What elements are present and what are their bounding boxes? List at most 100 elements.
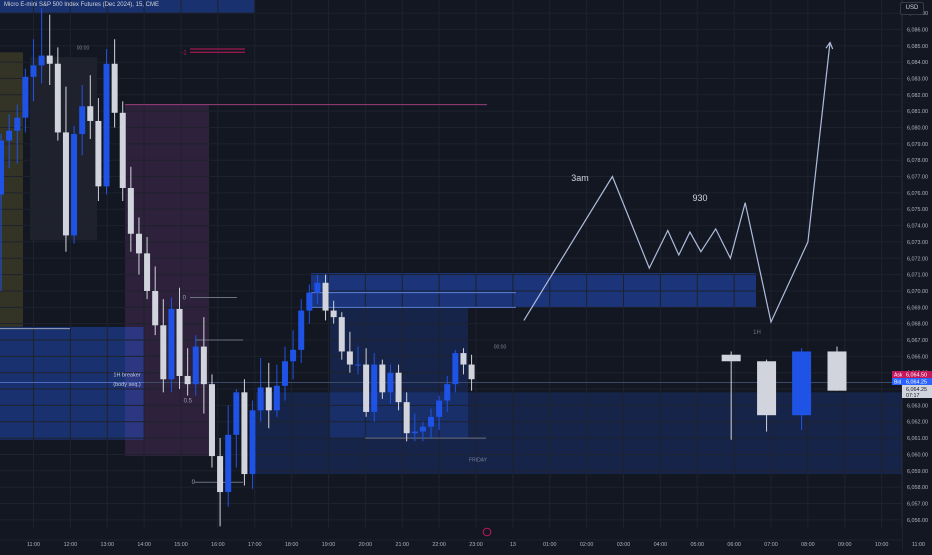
candle-body [452,353,459,385]
candle-body [371,364,378,412]
candle-body [444,384,451,401]
time-tick-label: 15:00 [174,542,188,548]
session-label-0000-b: 00:00 [494,345,507,351]
candle-body [184,375,191,385]
candle-body [314,282,321,293]
breaker-label-2: (body seq.) [113,382,141,388]
last-price: 6,064.25 [906,387,927,393]
ask-price: 6,064.50 [906,373,927,379]
time-tick-label: 01:00 [543,542,557,548]
price-tick-label: 6,083.00 [907,76,928,82]
price-tick-label: 6,085.00 [907,44,928,50]
projection-arrowhead [825,41,834,50]
candle-body [346,351,353,365]
candle-body [379,364,386,393]
time-tick-label: 07:00 [764,542,778,548]
candle-body [38,55,45,66]
labels-layer: 0 0.5 0 1H breaker (body seq.) 00:00 00:00 FRID… [77,45,761,486]
candle-body [257,387,264,411]
price-tick-label: 6,078.00 [907,158,928,164]
annotation-3am: 3am [571,173,589,183]
price-tick-label: 6,073.00 [907,240,928,246]
candle-body [298,310,305,350]
candle-body [233,392,240,435]
purple-zone [125,104,209,457]
candle-body [411,431,418,434]
session-break-icon [482,527,492,537]
candle-body [0,140,5,195]
price-tick-label: 6,080.00 [907,126,928,132]
candle-body [355,364,361,366]
time-tick-label: 22:00 [432,542,446,548]
candle-body [14,117,21,131]
candle-body [338,317,345,352]
time-tick-label: 02:00 [580,542,594,548]
candle-body [54,63,61,133]
candle-body [95,120,102,187]
candle-body [71,134,78,236]
price-tick-label: 6,072.00 [907,256,928,262]
breaker-label-1: 1H breaker [113,372,140,378]
candle-body [468,364,475,380]
price-tick-label: 6,077.00 [907,175,928,181]
fib-label-0: 0 [183,296,187,302]
candle-body [168,308,175,380]
price-tick-label: 6,076.00 [907,191,928,197]
time-tick-label: 03:00 [617,542,631,548]
price-tick-label: 6,061.00 [907,436,928,442]
candle-body [160,325,167,380]
candle-body [30,65,37,77]
candle-body [225,434,232,493]
time-tick-label: 04:00 [654,542,668,548]
candle-body [144,253,151,291]
price-tick-label: 6,070.00 [907,289,928,295]
price-tick-label: 6,063.00 [907,403,928,409]
candles-layer [0,8,847,527]
supply-zone-top [0,0,255,14]
price-tick-label: 6,084.00 [907,60,928,66]
candle-body [363,364,370,412]
fib-label-05: 0.5 [184,398,193,404]
annotation-930: 930 [692,193,707,203]
candle-body [827,351,847,391]
candle-body [387,372,394,393]
time-tick-label: 11:00 [912,542,925,548]
currency-button[interactable]: USD [900,2,924,15]
price-tick-label: 6,074.00 [907,224,928,230]
projection-layer [523,41,834,324]
price-axis[interactable]: 6,087.006,086.006,085.006,084.006,083.00… [892,0,932,550]
price-tick-label: 6,068.00 [907,322,928,328]
price-tick-label: 6,079.00 [907,142,928,148]
time-tick-label: 14:00 [137,542,151,548]
price-axis-bg [902,0,932,550]
price-tick-label: 6,066.00 [907,354,928,360]
magenta-marker-label: -1 [181,50,187,56]
candle-body [217,456,224,493]
candle-body [46,55,53,64]
price-tick-label: 6,060.00 [907,452,928,458]
price-tick-label: 6,062.00 [907,420,928,426]
price-tick-label: 6,075.00 [907,207,928,213]
fib-label-0-bottom: 0 [192,480,196,486]
time-axis[interactable]: 11:00 12:00 13:00 14:00 15:00 16:00 17:00 18:00… [0,527,925,550]
time-tick-label: 13:00 [101,542,115,548]
ask-badge-text: Ask [894,373,903,379]
candle-body [241,392,248,475]
price-tick-label: 6,086.00 [907,27,928,33]
candle-body [111,63,118,113]
time-tick-label: 13 [510,542,516,548]
candle-body [22,76,29,118]
last-price-badge [902,385,932,398]
price-tick-label: 6,057.00 [907,501,928,507]
bid-price: 6,064.25 [906,380,927,386]
candle-body [176,308,183,376]
candle-body [306,292,313,311]
price-tick-label: 6,069.00 [907,305,928,311]
price-tick-label: 6,059.00 [907,469,928,475]
candle-body [428,416,435,427]
label-friday: FRIDAY [469,457,488,463]
label-1h: 1H [753,330,761,336]
price-tick-label: 6,082.00 [907,93,928,99]
